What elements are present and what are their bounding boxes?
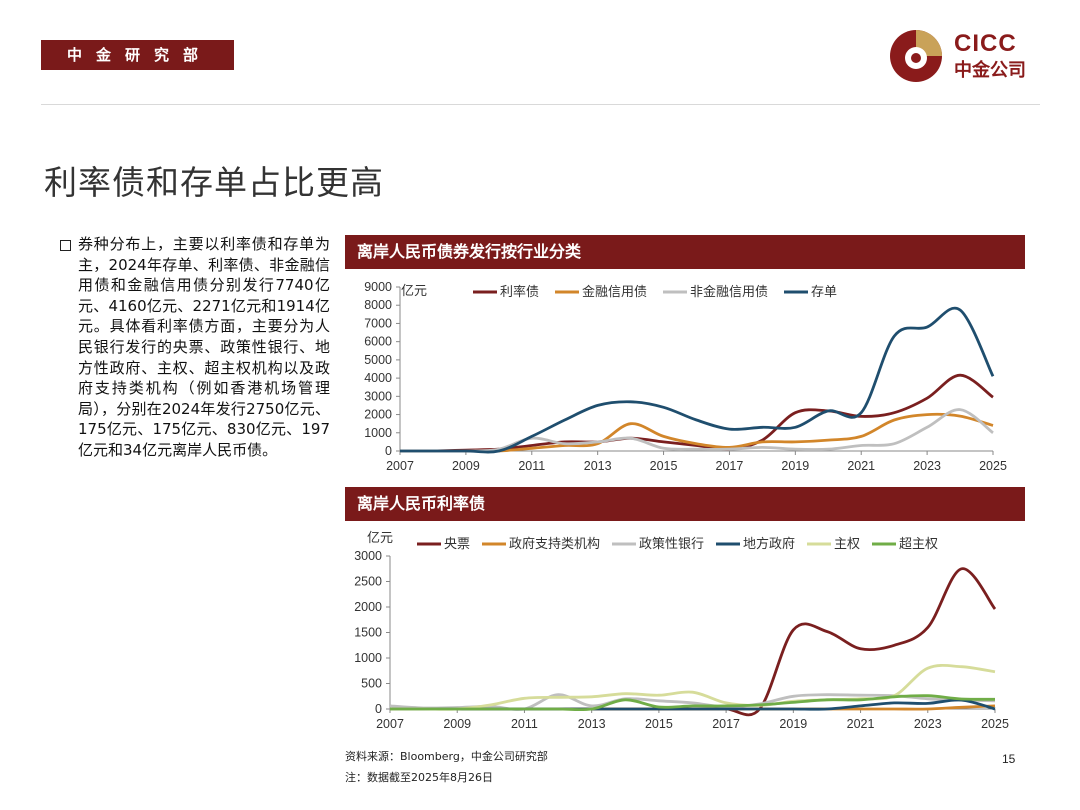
chart1-title: 离岸人民币债券发行按行业分类	[345, 235, 1025, 269]
page-number: 15	[1002, 752, 1016, 766]
x-tick-label: 2015	[650, 459, 678, 473]
legend-label-3: 政策性银行	[639, 536, 704, 552]
x-tick-label: 2011	[518, 459, 545, 473]
series-line-4	[399, 306, 995, 454]
x-tick-label: 2025	[981, 717, 1009, 731]
source-note: 资料来源：Bloomberg，中金公司研究部	[345, 750, 548, 763]
x-tick-label: 2013	[578, 717, 606, 731]
x-tick-label: 2023	[914, 717, 942, 731]
y-tick-label: 1000	[364, 426, 392, 440]
x-tick-label: 2025	[979, 459, 1007, 473]
x-tick-label: 2023	[913, 459, 941, 473]
chart1-sector-issuance: 0 1000 2000 3000 4000 5000 6000 7000 8000 9000 200…	[364, 280, 1007, 473]
body-paragraph: 券种分布上，主要以利率债和存单为主，2024年存单、利率债、非金融信用债和金融信…	[78, 235, 330, 459]
y-tick-label: 9000	[364, 280, 392, 294]
y-tick-label: 0	[375, 702, 382, 716]
y-tick-label: 8000	[364, 298, 392, 312]
cicc-logo-icon	[890, 30, 942, 82]
y-tick-label: 2000	[354, 600, 382, 614]
legend-label-2: 政府支持类机构	[509, 537, 600, 552]
y-unit-label: 亿元	[367, 531, 393, 546]
y-tick-label: 3000	[364, 389, 392, 403]
x-tick-label: 2021	[847, 717, 875, 731]
y-tick-label: 2500	[354, 575, 382, 589]
x-tick-label: 2009	[452, 459, 480, 473]
y-unit-label: 亿元	[401, 284, 427, 299]
header-divider	[41, 104, 1040, 105]
y-tick-label: 0	[385, 444, 392, 458]
x-tick-label: 2007	[376, 717, 404, 731]
series-line-6	[390, 694, 996, 712]
page-title: 利率债和存单占比更高	[44, 163, 384, 202]
y-tick-label: 1000	[354, 651, 382, 665]
logo-text-cn: 中金公司	[954, 60, 1026, 81]
x-tick-label: 2007	[386, 459, 414, 473]
y-tick-label: 4000	[364, 371, 392, 385]
bullet-square-icon	[60, 240, 71, 251]
date-note: 注：数据截至2025年8月26日	[345, 771, 493, 784]
x-tick-label: 2013	[584, 459, 612, 473]
legend-label-2: 金融信用债	[582, 284, 647, 300]
x-tick-label: 2015	[645, 717, 673, 731]
y-tick-label: 3000	[354, 549, 382, 563]
logo-text-en: CICC	[954, 30, 1017, 57]
legend-label-1: 央票	[444, 537, 470, 552]
legend-label-1: 利率债	[500, 284, 539, 300]
y-tick-label: 6000	[364, 335, 392, 349]
y-tick-label: 2000	[364, 408, 392, 422]
chart2-title: 离岸人民币利率债	[345, 487, 1025, 521]
legend-label-3: 非金融信用债	[690, 284, 768, 300]
series-line-3	[399, 408, 994, 453]
cicc-logo: CICC 中金公司	[888, 28, 1048, 84]
legend-label-4: 地方政府	[743, 536, 795, 552]
x-tick-label: 2009	[443, 717, 471, 731]
x-tick-label: 2021	[847, 459, 875, 473]
legend-label-6: 超主权	[899, 536, 938, 552]
y-tick-label: 7000	[364, 316, 392, 330]
x-tick-label: 2019	[781, 459, 809, 473]
chart2-rates-bonds: 0 500 1000 1500 2000 2500 3000 2007 2009 2011 2013…	[354, 531, 1009, 731]
x-tick-label: 2011	[511, 717, 538, 731]
legend-label-5: 主权	[834, 536, 860, 552]
y-tick-label: 500	[361, 677, 382, 691]
x-tick-label: 2017	[712, 717, 740, 731]
department-label: 中金研究部	[41, 40, 234, 70]
legend-label-4: 存单	[811, 285, 837, 300]
y-tick-label: 5000	[364, 353, 392, 367]
y-tick-label: 1500	[354, 626, 382, 640]
x-tick-label: 2019	[779, 717, 807, 731]
x-tick-label: 2017	[716, 459, 744, 473]
